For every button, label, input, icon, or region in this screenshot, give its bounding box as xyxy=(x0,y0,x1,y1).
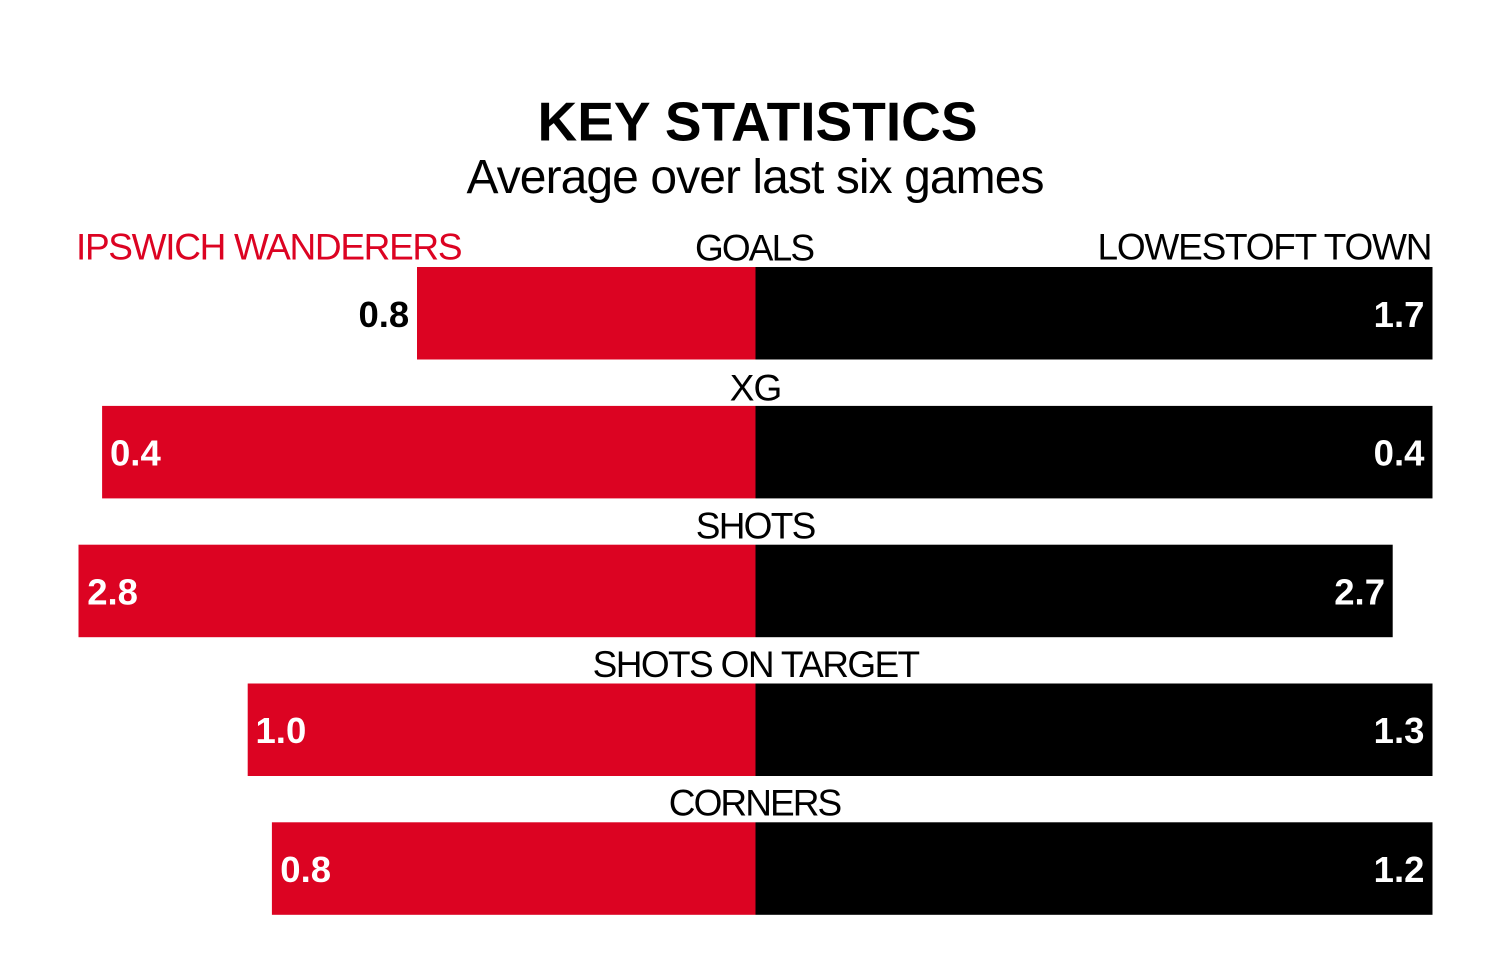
svg-text:CORNERS: CORNERS xyxy=(669,783,842,824)
svg-text:LOWESTOFT TOWN: LOWESTOFT TOWN xyxy=(1098,227,1433,268)
svg-text:1.3: 1.3 xyxy=(1374,710,1425,751)
svg-text:SHOTS: SHOTS xyxy=(696,505,817,546)
svg-text:1.0: 1.0 xyxy=(256,710,307,751)
svg-text:SHOTS ON TARGET: SHOTS ON TARGET xyxy=(593,644,921,685)
svg-text:2.7: 2.7 xyxy=(1334,571,1385,612)
svg-text:GOALS: GOALS xyxy=(695,228,815,269)
svg-text:IPSWICH WANDERERS: IPSWICH WANDERERS xyxy=(76,227,463,268)
svg-text:XG: XG xyxy=(730,367,783,408)
svg-text:0.4: 0.4 xyxy=(1374,433,1425,474)
svg-text:2.8: 2.8 xyxy=(87,571,138,612)
svg-text:1.2: 1.2 xyxy=(1374,849,1425,890)
svg-text:0.4: 0.4 xyxy=(110,433,161,474)
svg-text:1.7: 1.7 xyxy=(1374,294,1425,335)
svg-text:0.8: 0.8 xyxy=(358,294,409,335)
svg-text:Average over last six games: Average over last six games xyxy=(467,151,1045,204)
svg-text:0.8: 0.8 xyxy=(280,849,331,890)
svg-text:KEY STATISTICS: KEY STATISTICS xyxy=(538,91,978,153)
